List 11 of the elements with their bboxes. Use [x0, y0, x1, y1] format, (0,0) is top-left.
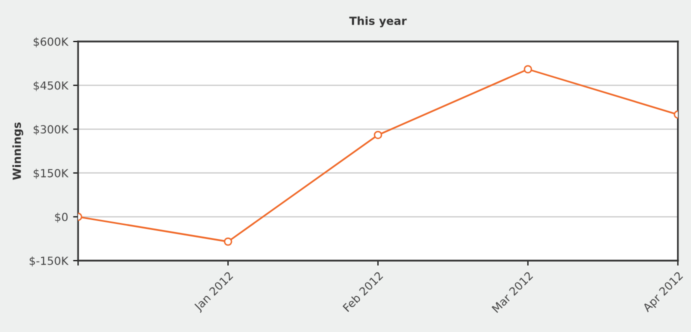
y-tick-label: $0	[55, 212, 68, 223]
point	[524, 65, 532, 74]
point	[224, 237, 232, 246]
y-tick-label: $150K	[34, 168, 69, 179]
y-tick-label: $450K	[34, 81, 69, 92]
chart-title: This year	[349, 16, 407, 28]
y-tick-label: $600K	[34, 37, 69, 48]
point	[374, 130, 382, 140]
y-axis-title: Winnings	[12, 122, 24, 180]
y-tick-label: $-150K	[30, 256, 69, 266]
y-tick-label: $300K	[34, 124, 69, 136]
